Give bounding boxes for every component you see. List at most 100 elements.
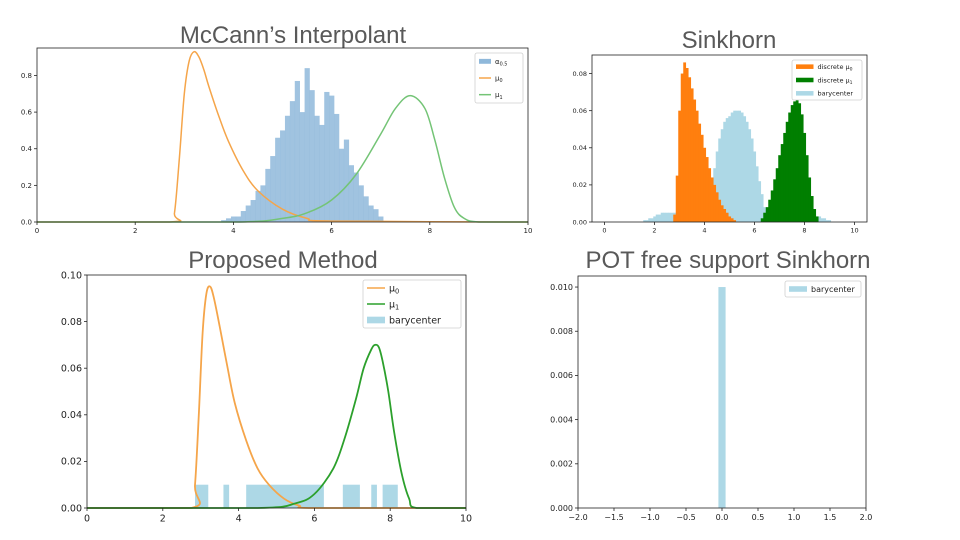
legend-label: μ0 [389,283,399,295]
y-tick-label: 0.10 [61,270,82,281]
y-tick-label: 0.4 [21,145,33,153]
series-discrete-μ1 [760,99,819,222]
hist-bar [778,155,782,222]
bar-segment [342,484,360,508]
x-tick-label: 0 [84,514,90,525]
legend-label: barycenter [818,90,854,98]
hist-bar [363,196,369,222]
hist-bar [334,113,340,222]
hist-bar [818,216,822,222]
legend-box [784,280,862,298]
hist-bar [753,151,757,222]
hist-bar [718,138,722,222]
series-μ1 [87,343,466,509]
series-μ0 [37,50,529,223]
hist-bar [353,172,359,222]
x-tick-label: 10 [850,227,858,235]
hist-bar [773,179,777,222]
hist-bar [368,205,374,222]
x-tick-label: 1.5 [824,513,837,522]
hist-bar [309,90,315,222]
hist-bar [783,132,787,222]
x-tick-label: 0 [35,227,39,235]
x-tick-label: 2.0 [860,513,873,522]
hist-bar [648,218,652,222]
series-barycenter [195,484,398,508]
hist-bar [733,220,737,222]
hist-bar [710,177,714,222]
hist-bar [230,216,237,222]
hist-bar [683,62,687,222]
hist-bar [768,199,772,222]
y-tick-label: 0.000 [550,504,573,513]
title-mccann: McCann’s Interpolant [179,22,407,49]
hist-bar [728,116,732,222]
hist-bar [226,218,232,222]
legend-box [362,279,462,329]
hist-bar [770,190,774,222]
legend-label: barycenter [389,315,441,326]
x-tick-label: 6 [329,227,334,235]
x-tick-label: −0.5 [676,513,695,522]
hist-bar [358,185,364,222]
x-tick-label: −1.0 [640,513,659,522]
hist-bar [760,194,764,222]
hist-bar [725,118,729,222]
y-tick-label: 0.06 [573,107,587,115]
y-tick-label: 0.002 [550,460,573,469]
x-tick-label: 1.0 [788,513,801,522]
hist-bar [294,80,300,223]
bar-segment [718,287,726,508]
series-barycenter [718,287,726,508]
x-tick-label: 6 [752,227,756,235]
y-tick-label: 0.08 [573,70,587,78]
x-tick-label: 0.0 [716,513,729,522]
hist-bar [788,112,792,222]
legend-label: μ1 [389,299,399,311]
hist-bar [653,216,657,222]
hist-bar [790,105,794,222]
series-discrete-μ0 [673,62,737,223]
hist-bar [678,110,682,222]
hist-bar [775,168,779,222]
hist-bar [245,205,251,222]
hist-bar [663,212,667,222]
hist-bar [348,165,354,222]
hist-bar [270,156,276,222]
legend: discrete μ0 discrete μ1 barycenter [791,59,863,101]
x-tick-label: 8 [428,227,432,235]
hist-bar [823,218,827,222]
y-tick-label: 0.00 [61,503,82,514]
y-tick-label: 0.0 [21,218,32,226]
axes-frame [36,47,529,223]
hist-bar [698,123,702,222]
hist-bar [723,121,727,222]
x-tick-label: 2 [160,514,166,525]
hist-bar [703,147,707,222]
hist-bar [828,220,832,222]
hist-bar [675,175,679,222]
hist-bar [750,138,754,222]
hist-bar [265,168,271,222]
hist-bar [725,212,729,222]
hist-bar [289,101,296,222]
legend-label: barycenter [811,285,855,294]
y-tick-label: 0.2 [21,182,32,190]
x-tick-label: 10 [460,514,472,525]
hist-bar [693,99,697,222]
y-tick-label: 0.06 [61,364,82,375]
y-tick-label: 0.8 [21,72,32,80]
hist-bar [695,110,699,222]
hist-bar [645,220,649,222]
x-tick-label: 4 [702,227,706,235]
hist-bar [730,218,734,222]
hist-bar [715,192,719,222]
bar-segment [382,484,398,508]
chart-mccann: 0 2 4 6 8 10 0.0 0.2 0.4 0.6 0.8 α0.5 μ0 μ1 [21,47,532,235]
hist-bar [373,209,379,222]
hist-bar [798,103,802,222]
hist-bar [763,212,767,222]
y-tick-label: 0.04 [573,144,587,152]
legend-handle [479,58,491,64]
